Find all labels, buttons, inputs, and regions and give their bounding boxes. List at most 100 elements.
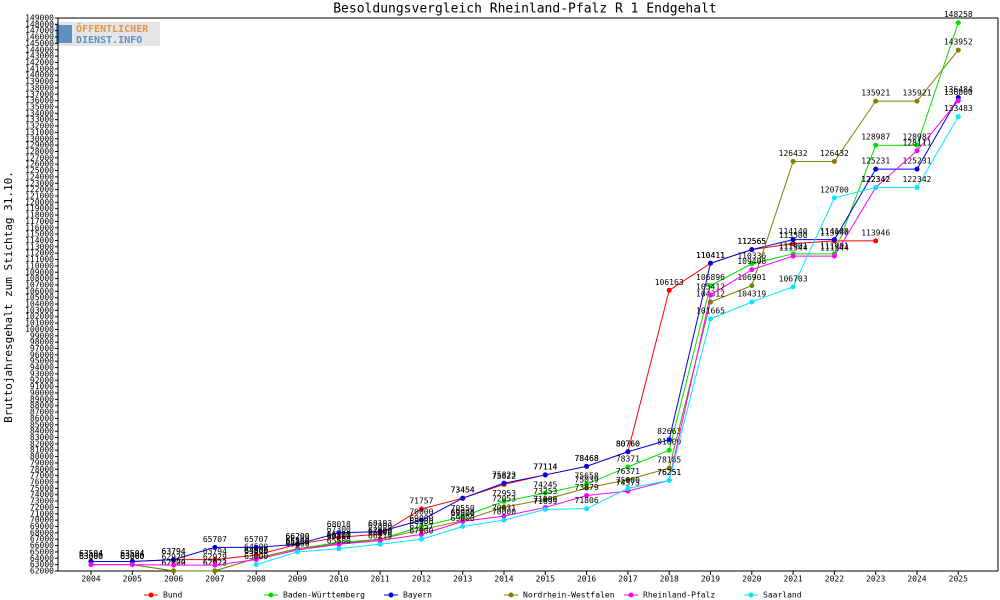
legend-marker	[148, 592, 154, 598]
x-tick-label: 2020	[742, 575, 761, 584]
point	[708, 292, 713, 298]
value-label: 78468	[575, 454, 599, 463]
y-tick-label: 138000	[25, 83, 54, 92]
value-label: 101665	[696, 306, 725, 315]
value-label: 106901	[737, 273, 766, 282]
point	[501, 498, 507, 504]
y-tick-label: 88000	[30, 401, 54, 410]
x-tick-label: 2025	[949, 575, 968, 584]
value-label: 75658	[575, 472, 599, 481]
value-label: 65707	[244, 535, 268, 544]
value-label: 135921	[861, 89, 890, 98]
x-tick-label: 2018	[660, 575, 679, 584]
value-label: 71757	[409, 496, 433, 505]
value-label: 106163	[655, 278, 684, 287]
value-label: 63504	[120, 549, 144, 558]
y-tick-label: 73000	[30, 497, 54, 506]
legend-label: Bund	[163, 591, 182, 600]
point	[253, 562, 259, 568]
y-tick-label: 144000	[25, 45, 54, 54]
value-label: 63504	[79, 549, 103, 558]
value-label: 135921	[903, 89, 932, 98]
value-label: 67757	[409, 522, 433, 531]
value-label: 63800	[244, 547, 268, 556]
y-tick-label: 106000	[25, 287, 54, 296]
value-label: 104319	[737, 290, 766, 299]
value-label: 126432	[779, 149, 808, 158]
logo-text: ÖFFENTLICHER	[76, 21, 149, 35]
point	[873, 166, 879, 172]
point	[955, 114, 961, 120]
point	[831, 195, 837, 201]
point	[914, 142, 920, 148]
point	[831, 253, 837, 259]
x-tick-label: 2011	[370, 575, 389, 584]
logo: ÖFFENTLICHER DIENST.INFO	[52, 21, 160, 46]
value-label: 110411	[696, 251, 725, 260]
value-label: 71999	[533, 495, 557, 504]
x-tick-label: 2006	[164, 575, 183, 584]
y-tick-label: 110000	[25, 261, 54, 270]
point	[749, 283, 755, 289]
legend-label: Saarland	[763, 591, 802, 600]
x-tick-label: 2005	[123, 575, 142, 584]
point	[212, 544, 218, 550]
y-tick-label: 120000	[25, 198, 54, 207]
point	[336, 530, 342, 536]
point	[831, 237, 837, 243]
x-tick-label: 2024	[907, 575, 926, 584]
value-label: 106896	[696, 273, 725, 282]
point	[418, 536, 424, 542]
y-tick-label: 149000	[25, 14, 54, 23]
point	[584, 485, 590, 491]
y-tick-label: 101000	[25, 319, 54, 328]
y-tick-label: 127000	[25, 153, 54, 162]
value-label: 113946	[861, 228, 890, 237]
y-tick-label: 93000	[30, 369, 54, 378]
x-tick-label: 2022	[825, 575, 844, 584]
legend-marker	[628, 592, 634, 598]
point	[666, 465, 672, 471]
y-tick-label: 148000	[25, 20, 54, 29]
value-label: 112565	[737, 237, 766, 246]
point	[584, 506, 590, 512]
x-tick-label: 2014	[494, 575, 513, 584]
point	[831, 158, 837, 164]
value-label: 113946	[820, 228, 849, 237]
value-label: 75039	[575, 476, 599, 485]
y-tick-label: 92000	[30, 376, 54, 385]
y-tick-label: 113000	[25, 242, 54, 251]
y-tick-label: 81000	[30, 446, 54, 455]
y-tick-label: 104000	[25, 300, 54, 309]
y-tick-label: 136000	[25, 96, 54, 105]
series-line	[91, 97, 959, 562]
logo-icon	[56, 25, 72, 43]
y-tick-label: 74000	[30, 490, 54, 499]
y-tick-label: 82000	[30, 439, 54, 448]
y-tick-label: 95000	[30, 357, 54, 366]
point	[377, 529, 383, 535]
point	[295, 541, 300, 547]
value-label: 136484	[944, 85, 973, 94]
point	[88, 562, 94, 568]
y-tick-label: 89000	[30, 395, 54, 404]
point	[212, 557, 218, 563]
y-tick-label: 100000	[25, 325, 54, 334]
point	[666, 287, 672, 293]
value-label: 63504	[120, 549, 144, 558]
y-tick-label: 62000	[30, 567, 54, 576]
y-tick-label: 103000	[25, 306, 54, 315]
value-label: 110411	[696, 251, 725, 260]
value-label: 63000	[244, 552, 268, 561]
y-tick-label: 140000	[25, 71, 54, 80]
series-line	[256, 116, 959, 566]
y-tick-label: 83000	[30, 433, 54, 442]
point	[418, 506, 424, 512]
point	[873, 184, 879, 190]
y-tick-label: 123000	[25, 179, 54, 188]
y-tick-label: 131000	[25, 128, 54, 137]
value-label: 70000	[409, 508, 433, 517]
value-label: 73454	[451, 486, 475, 495]
